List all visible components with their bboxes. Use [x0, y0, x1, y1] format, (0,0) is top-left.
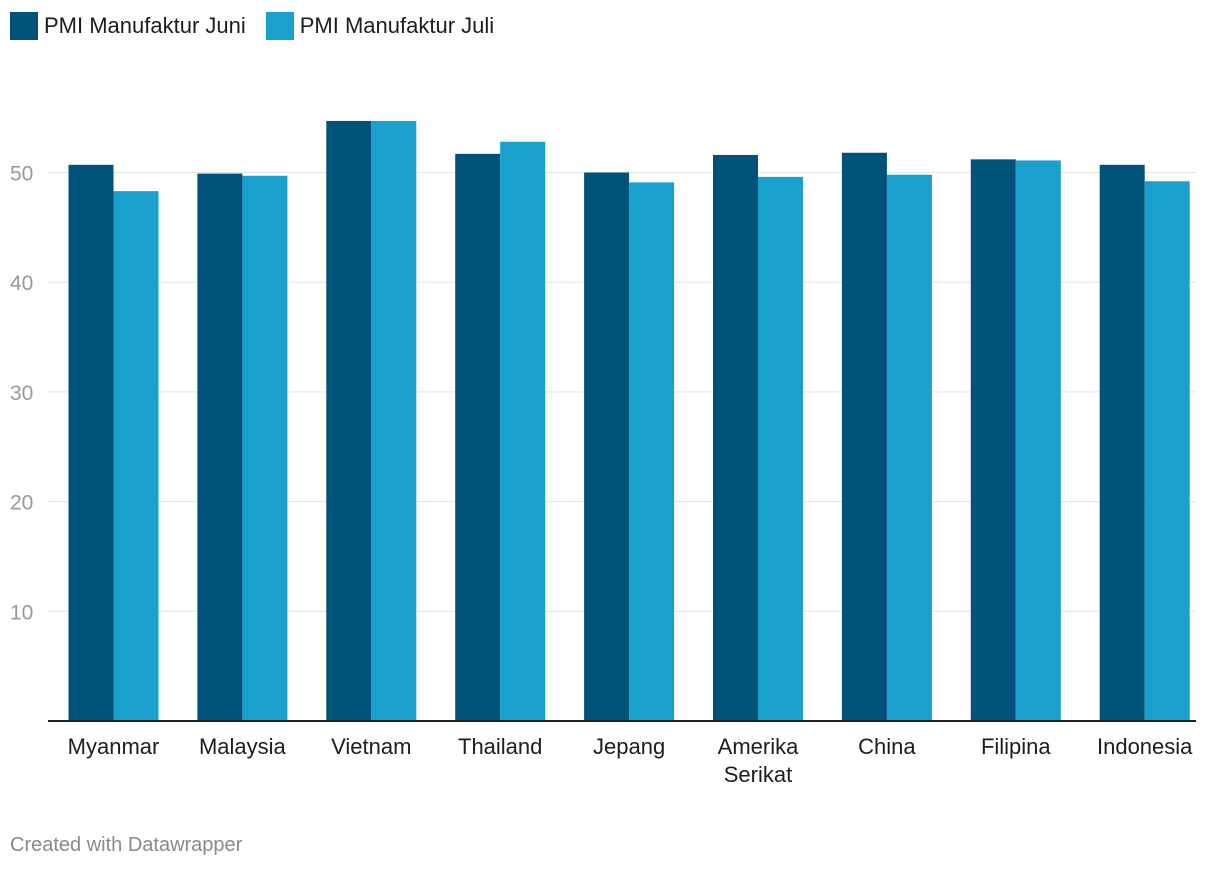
bar-malaysia-juli — [242, 175, 288, 721]
chart-legend: PMI Manufaktur Juni PMI Manufaktur Juli — [10, 12, 514, 40]
legend-swatch-juli — [265, 12, 294, 40]
bar-myanmar-juli — [113, 191, 159, 722]
legend-item-juli: PMI Manufaktur Juli — [265, 12, 495, 40]
x-tick-label-myanmar: Myanmar — [68, 734, 160, 759]
x-tick-label-china: China — [858, 734, 916, 759]
bar-vietnam-juni — [326, 120, 372, 722]
x-tick-label-thailand: Thailand — [458, 734, 542, 759]
bar-filipina-juni — [970, 159, 1016, 721]
legend-label-juli: PMI Manufaktur Juli — [299, 13, 495, 38]
x-tick-label-filipina: Filipina — [981, 734, 1051, 759]
x-tick-label-vietnam: Vietnam — [331, 734, 411, 759]
x-tick-label-amerika-serikat-0: Amerika — [718, 734, 799, 759]
datawrapper-credit: Created with Datawrapper — [10, 834, 243, 856]
legend-swatch-juni — [10, 12, 38, 40]
bar-filipina-juli — [1015, 160, 1061, 722]
legend-label-juni: PMI Manufaktur Juni — [44, 13, 246, 38]
y-tick-label-30: 30 — [10, 382, 33, 405]
y-tick-label-20: 20 — [10, 492, 33, 515]
x-tick-label-amerika-serikat-1: Serikat — [724, 762, 792, 787]
bar-jepang-juli — [629, 182, 675, 722]
y-tick-label-50: 50 — [10, 163, 33, 186]
legend-item-juni: PMI Manufaktur Juni — [10, 12, 246, 40]
bar-indonesia-juli — [1144, 181, 1190, 721]
bar-thailand-juli — [500, 141, 546, 721]
bar-malaysia-juni — [197, 173, 243, 722]
bar-vietnam-juli — [371, 120, 417, 722]
bar-china-juni — [841, 152, 887, 721]
y-tick-label-40: 40 — [10, 272, 33, 295]
bar-china-juli — [886, 174, 932, 722]
bar-amerika-serikat-juli — [758, 176, 803, 721]
bar-amerika-serikat-juni — [713, 154, 758, 721]
bar-jepang-juni — [584, 172, 630, 721]
x-tick-label-indonesia: Indonesia — [1097, 734, 1193, 759]
bar-indonesia-juni — [1099, 164, 1145, 722]
bar-myanmar-juni — [68, 164, 114, 722]
x-tick-label-jepang: Jepang — [593, 734, 665, 759]
y-tick-label-10: 10 — [10, 601, 33, 624]
bar-thailand-juni — [455, 153, 501, 721]
x-tick-label-malaysia: Malaysia — [199, 734, 287, 759]
